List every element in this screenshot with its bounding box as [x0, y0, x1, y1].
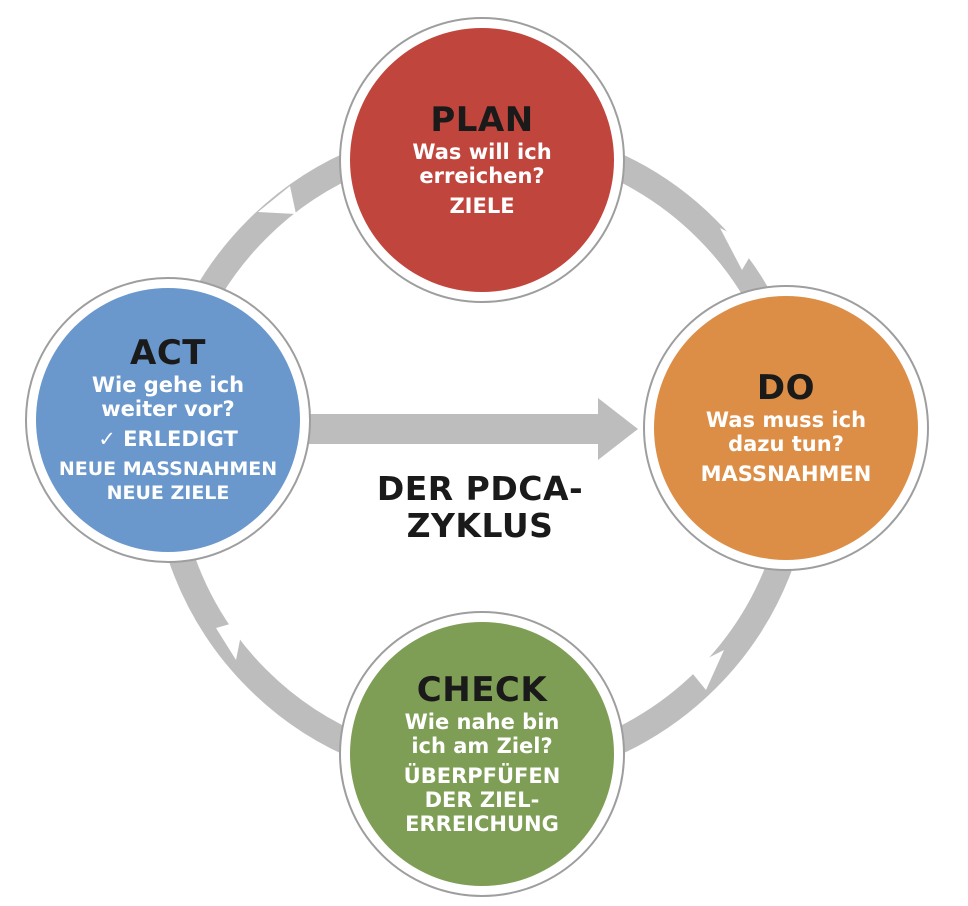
- center-title: DER PDCA- ZYKLUS: [376, 469, 584, 545]
- act-label: ACT Wie gehe ich weiter vor? ✓ ERLEDIGT …: [38, 300, 298, 540]
- arrowhead-plan-to-do: [720, 228, 756, 270]
- do-question: Was muss ich dazu tun?: [705, 408, 867, 456]
- act-to-do-arrow-shaft: [300, 414, 602, 444]
- act-new-goals: NEUE ZIELE: [106, 482, 230, 504]
- check-title: CHECK: [416, 670, 548, 710]
- act-to-do-arrow-head: [598, 398, 638, 460]
- plan-label: PLAN Was will ich erreichen? ZIELE: [352, 40, 612, 280]
- plan-title: PLAN: [430, 100, 534, 140]
- check-question: Wie nahe bin ich am Ziel?: [404, 710, 560, 758]
- act-title: ACT: [130, 333, 206, 373]
- act-question: Wie gehe ich weiter vor?: [91, 373, 245, 421]
- plan-answer: ZIELE: [449, 194, 515, 218]
- checkmark-icon: ✓: [98, 427, 116, 451]
- do-answer: MASSNAHMEN: [700, 462, 872, 486]
- do-title: DO: [756, 368, 816, 408]
- act-done: ERLEDIGT: [123, 427, 238, 451]
- check-circle: [350, 622, 614, 886]
- plan-circle: [350, 28, 614, 292]
- act-circle: [36, 288, 300, 552]
- do-circle: [654, 296, 918, 560]
- do-label: DO Was muss ich dazu tun? MASSNAHMEN: [656, 308, 916, 548]
- act-done-row: ✓ ERLEDIGT: [98, 427, 238, 451]
- arrowhead-do-to-check: [688, 650, 724, 690]
- arrowhead-act-to-plan: [258, 186, 296, 214]
- act-new-measures: NEUE MASSNAHMEN: [58, 458, 278, 480]
- check-label: CHECK Wie nahe bin ich am Ziel? ÜBERPFÜF…: [352, 634, 612, 874]
- arrowhead-check-to-act: [216, 620, 244, 660]
- check-answer: ÜBERPFÜFEN DER ZIEL- ERREICHUNG: [403, 764, 561, 836]
- plan-question: Was will ich erreichen?: [412, 140, 552, 188]
